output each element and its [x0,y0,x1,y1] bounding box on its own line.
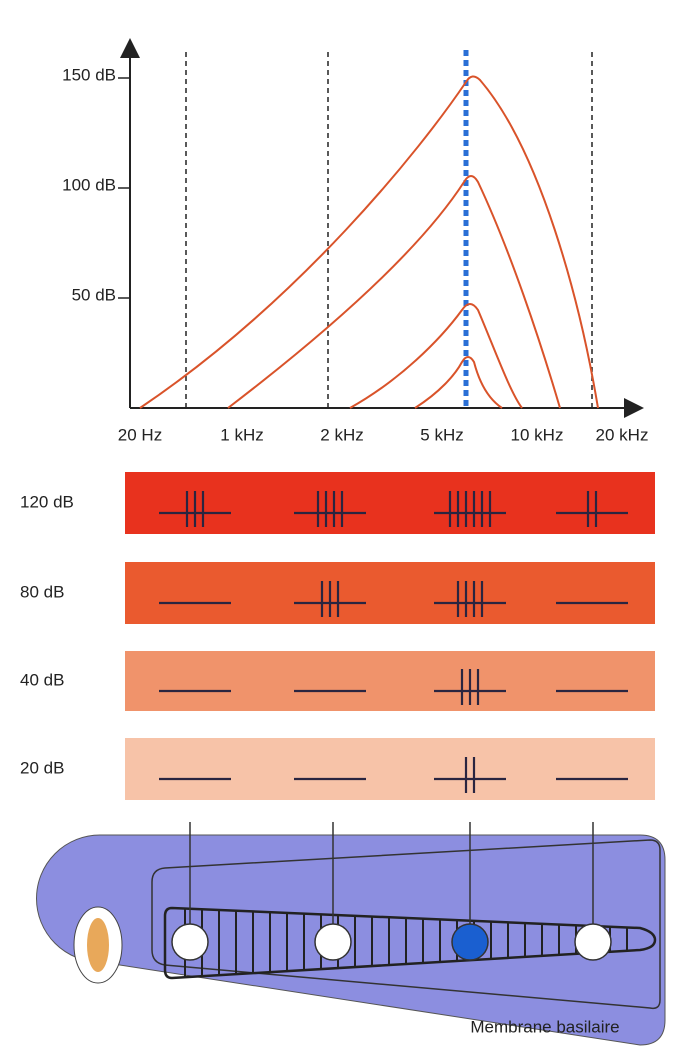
band-label: 80 dB [20,582,64,601]
band-label: 20 dB [20,758,64,777]
cochlea: Membrane basilaire [36,822,666,1046]
band-label: 120 dB [20,492,74,511]
x-tick-label: 20 kHz [596,425,649,444]
membrane-label: Membrane basilaire [470,1017,619,1036]
y-tick-label: 150 dB [62,65,116,84]
x-tick-label: 10 kHz [511,425,564,444]
y-tick-label: 50 dB [72,285,116,304]
y-tick-label: 100 dB [62,175,116,194]
x-tick-label: 1 kHz [220,425,263,444]
dashed-lines [185,52,593,408]
x-tick-label: 20 Hz [118,425,162,444]
spike-trains [159,491,628,793]
tuning-curves [139,75,599,409]
x-tick-label: 2 kHz [320,425,363,444]
band-label: 40 dB [20,670,64,689]
tuning-plot: 150 dB 100 dB 50 dB 20 Hz 1 kHz 2 kHz 5 kHz 10 … [62,38,649,444]
x-tick-label: 5 kHz [420,425,463,444]
bands [125,472,655,800]
